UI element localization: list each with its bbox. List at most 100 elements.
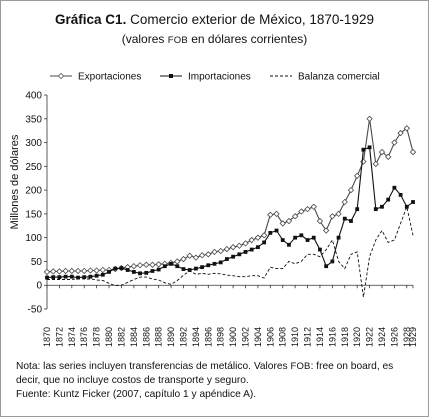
import-point [125, 268, 130, 272]
note-line-3: Fuente: Kuntz Ficker (2007, capítulo 1 y… [16, 389, 257, 400]
import-point [367, 145, 372, 150]
import-point [262, 240, 267, 245]
export-point [205, 251, 212, 258]
export-point [211, 248, 218, 256]
export-point [354, 172, 361, 180]
export-point [378, 148, 386, 156]
import-point [76, 275, 80, 280]
export-point [298, 208, 305, 215]
import-point [175, 264, 180, 269]
export-point [285, 217, 293, 225]
import-point [63, 274, 68, 279]
import-point [88, 274, 93, 279]
title-bold: Gráfica C1. [55, 12, 127, 27]
x-tick-label: 1882 [116, 327, 126, 347]
import-point [162, 264, 167, 269]
import-point [380, 204, 384, 209]
import-point [45, 275, 49, 280]
export-point [136, 262, 144, 269]
y-tick-label: 100 [25, 233, 42, 244]
import-point [193, 266, 198, 271]
import-point [150, 269, 155, 273]
y-tick-label: 50 [31, 257, 43, 268]
export-point [372, 160, 379, 168]
import-point [100, 272, 105, 277]
export-point [149, 261, 156, 268]
import-point [94, 273, 99, 278]
import-point [224, 257, 229, 261]
x-tick-label: 1896 [203, 327, 213, 347]
import-point [299, 233, 304, 238]
export-point [186, 252, 193, 259]
title-rest: Comercio exterior de México, 1870-1929 [130, 12, 374, 27]
export-point [329, 213, 336, 220]
x-tick-label: 1929 [408, 327, 418, 347]
export-point [335, 210, 342, 218]
export-point [93, 267, 100, 274]
x-tick-label: 1886 [141, 327, 151, 347]
import-point [243, 250, 248, 254]
x-tick-label: 1894 [191, 327, 201, 347]
y-axis-label: Millones de dólares [9, 134, 21, 229]
export-point [316, 217, 324, 225]
export-point [366, 115, 373, 122]
export-point [267, 211, 274, 219]
y-tick-label: 350 [25, 114, 42, 125]
export-point [360, 158, 367, 165]
series-line-2 [47, 205, 414, 298]
export-point [87, 267, 94, 274]
import-point [169, 261, 173, 266]
import-point [386, 197, 391, 202]
y-tick-label: 300 [25, 138, 42, 149]
import-point [69, 274, 74, 279]
import-point [411, 200, 415, 204]
export-point [260, 232, 268, 239]
export-point [155, 261, 162, 268]
import-point [187, 268, 192, 272]
x-tick-label: 1874 [67, 327, 77, 347]
export-point [74, 267, 82, 275]
import-point [82, 275, 87, 280]
chart-title: Gráfica C1. Comercio exterior de México,… [0, 12, 429, 27]
import-point [274, 228, 279, 233]
export-point [198, 252, 206, 259]
import-point [342, 216, 347, 221]
x-tick-label: 1920 [352, 327, 362, 347]
export-point [50, 268, 57, 275]
y-tick-label: 200 [25, 186, 42, 197]
export-point [397, 129, 404, 137]
series-line-1 [46, 146, 414, 279]
import-point [280, 238, 285, 242]
chart-subtitle: (valores FOB en dólares corrientes) [0, 32, 429, 46]
export-point [242, 240, 249, 247]
x-tick-label: 1912 [303, 327, 313, 347]
import-point [113, 266, 118, 271]
export-point [192, 254, 200, 261]
note-1-before: Nota: las series incluyen transferencias… [16, 361, 291, 372]
legend: Exportaciones Importaciones Balanza comerc… [50, 72, 380, 83]
x-tick-label: 1902 [241, 327, 251, 347]
import-point [57, 275, 62, 280]
import-point [392, 185, 397, 190]
export-point [254, 234, 262, 241]
export-point [322, 227, 330, 234]
export-point [279, 220, 286, 227]
import-point [212, 261, 217, 266]
import-point [231, 254, 236, 259]
export-point [43, 268, 51, 276]
legend-marker-diamond [57, 72, 65, 80]
import-point [200, 265, 204, 270]
x-tick-label: 1876 [79, 327, 89, 347]
export-point [99, 266, 106, 274]
x-tick-label: 1872 [54, 327, 64, 347]
export-point [385, 153, 392, 160]
export-point [341, 198, 348, 206]
note-line-1: Nota: las series incluyen transferencias… [16, 360, 416, 374]
import-point [249, 247, 254, 252]
import-point [404, 204, 409, 209]
export-point [248, 236, 255, 244]
legend-label-0: Exportaciones [78, 72, 141, 83]
export-point [310, 203, 317, 210]
y-tick-label: 150 [25, 209, 42, 220]
